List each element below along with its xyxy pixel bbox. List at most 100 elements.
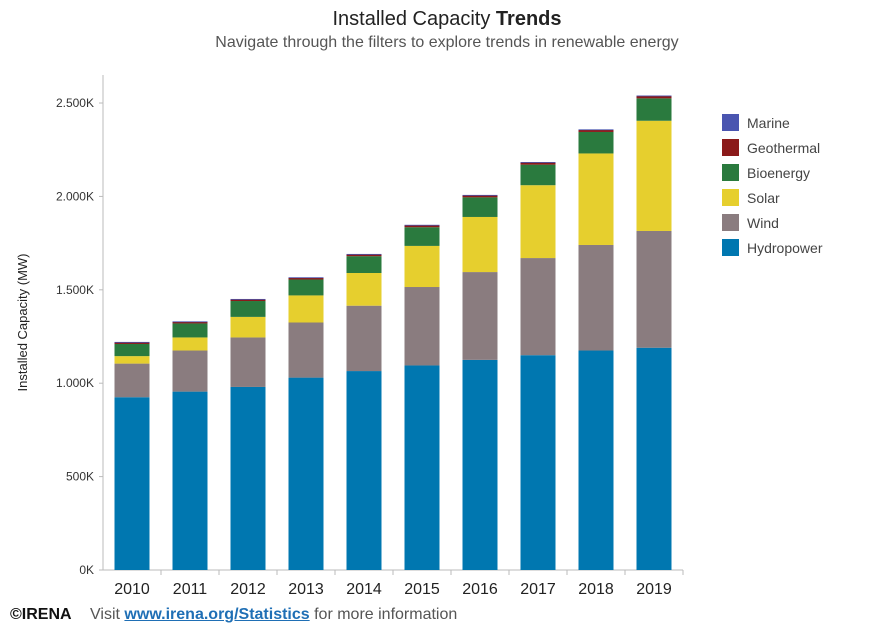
y-axis-label: Installed Capacity (MW) bbox=[15, 254, 30, 392]
bar-hydropower-2013 bbox=[288, 377, 324, 570]
bar-hydropower-2010 bbox=[114, 397, 150, 570]
bar-bioenergy-2018 bbox=[578, 131, 614, 154]
bar-hydropower-2014 bbox=[346, 371, 382, 570]
bar-geothermal-2014 bbox=[346, 254, 382, 257]
y-tick-label: 2.500K bbox=[56, 96, 94, 110]
bar-hydropower-2016 bbox=[462, 359, 498, 570]
bar-geothermal-2012 bbox=[230, 299, 266, 302]
footer-tail: for more information bbox=[314, 606, 458, 623]
title-main: Installed Capacity bbox=[332, 8, 496, 30]
bar-hydropower-2011 bbox=[172, 391, 208, 570]
bar-geothermal-2010 bbox=[114, 342, 150, 344]
bar-wind-2019 bbox=[636, 230, 672, 348]
bar-hydropower-2019 bbox=[636, 347, 672, 570]
legend-item-geothermal[interactable]: Geothermal bbox=[722, 135, 822, 160]
bar-bioenergy-2012 bbox=[230, 301, 266, 317]
bar-bioenergy-2017 bbox=[520, 164, 556, 186]
bar-bioenergy-2019 bbox=[636, 98, 672, 121]
y-tick-label: 1.000K bbox=[56, 376, 94, 390]
bar-geothermal-2015 bbox=[404, 224, 440, 228]
stacked-bar-chart: 0K 500K 1.000K 1.500K 2.000K 2.500K Installed … bbox=[15, 75, 684, 598]
bar-wind-2015 bbox=[404, 287, 440, 366]
x-tick-label: 2017 bbox=[520, 581, 556, 598]
bar-solar-2015 bbox=[404, 245, 440, 288]
bar-wind-2016 bbox=[462, 272, 498, 360]
chart-subtitle: Navigate through the filters to explore … bbox=[215, 34, 679, 51]
bar-marine-2011 bbox=[172, 321, 208, 323]
bar-wind-2013 bbox=[288, 322, 324, 378]
chart-title: Installed Capacity Trends bbox=[0, 8, 894, 31]
legend-label: Geothermal bbox=[747, 139, 821, 156]
bar-wind-2010 bbox=[114, 363, 150, 398]
y-tick-label: 2.000K bbox=[56, 189, 94, 203]
bar-marine-2017 bbox=[520, 162, 556, 163]
legend-label: Solar bbox=[747, 189, 780, 206]
bar-bioenergy-2013 bbox=[288, 279, 324, 296]
footer-visit: Visit bbox=[90, 606, 125, 623]
bar-hydropower-2012 bbox=[230, 386, 266, 570]
legend-item-solar[interactable]: Solar bbox=[722, 185, 822, 210]
bar-solar-2012 bbox=[230, 316, 266, 338]
bar-geothermal-2017 bbox=[520, 162, 556, 165]
legend-label: Wind bbox=[747, 214, 779, 231]
legend-label: Bioenergy bbox=[747, 164, 811, 181]
x-tick-label: 2012 bbox=[230, 581, 266, 598]
legend-label: Marine bbox=[747, 114, 790, 131]
bar-bioenergy-2010 bbox=[114, 343, 150, 357]
x-tick-label: 2011 bbox=[173, 581, 208, 598]
bar-marine-2019 bbox=[636, 95, 672, 97]
bar-solar-2014 bbox=[346, 273, 382, 306]
bar-geothermal-2011 bbox=[172, 321, 208, 324]
bar-marine-2018 bbox=[578, 129, 614, 131]
bar-marine-2010 bbox=[114, 341, 150, 343]
bar-geothermal-2013 bbox=[288, 277, 324, 280]
legend-label: Hydropower bbox=[747, 239, 823, 256]
legend-item-marine[interactable]: Marine bbox=[722, 110, 822, 135]
legend-swatch bbox=[722, 139, 739, 156]
legend-swatch bbox=[722, 214, 739, 231]
x-tick-label: 2014 bbox=[346, 581, 382, 598]
bar-wind-2017 bbox=[520, 258, 556, 356]
bar-geothermal-2019 bbox=[636, 95, 672, 99]
footer: ©IRENA Visit www.irena.org/Statistics fo… bbox=[10, 606, 457, 624]
title-bold: Trends bbox=[495, 8, 562, 30]
bar-bioenergy-2015 bbox=[404, 227, 440, 246]
bar-bioenergy-2016 bbox=[462, 197, 498, 217]
legend-item-bioenergy[interactable]: Bioenergy bbox=[722, 160, 822, 185]
legend: Marine Geothermal Bioenergy Solar Wind Hydrop… bbox=[722, 110, 822, 260]
bar-bioenergy-2014 bbox=[346, 256, 382, 273]
bar-wind-2011 bbox=[172, 350, 208, 392]
bar-bioenergy-2011 bbox=[172, 323, 208, 338]
irena-brand: ©IRENA bbox=[10, 606, 72, 623]
bar-hydropower-2017 bbox=[520, 355, 556, 570]
x-tick-label: 2015 bbox=[404, 581, 440, 598]
x-tick-label: 2016 bbox=[462, 581, 498, 598]
legend-swatch bbox=[722, 189, 739, 206]
bar-wind-2012 bbox=[230, 337, 266, 387]
bar-wind-2014 bbox=[346, 305, 382, 372]
x-tick-label: 2019 bbox=[636, 581, 672, 598]
bar-solar-2019 bbox=[636, 120, 672, 231]
bar-solar-2017 bbox=[520, 185, 556, 259]
bar-marine-2012 bbox=[230, 298, 266, 300]
y-tick-label: 0K bbox=[79, 563, 94, 577]
bar-geothermal-2018 bbox=[578, 129, 614, 132]
bar-wind-2018 bbox=[578, 244, 614, 351]
bar-solar-2016 bbox=[462, 216, 498, 273]
bar-geothermal-2016 bbox=[462, 195, 498, 198]
bar-marine-2013 bbox=[288, 277, 324, 279]
y-tick-label: 500K bbox=[66, 470, 94, 484]
legend-item-hydropower[interactable]: Hydropower bbox=[722, 235, 822, 260]
x-tick-label: 2013 bbox=[288, 581, 324, 598]
legend-item-wind[interactable]: Wind bbox=[722, 210, 822, 235]
bar-hydropower-2018 bbox=[578, 350, 614, 570]
bar-solar-2013 bbox=[288, 295, 324, 323]
x-tick-label: 2010 bbox=[114, 581, 150, 598]
statistics-link[interactable]: www.irena.org/Statistics bbox=[124, 606, 310, 623]
legend-swatch bbox=[722, 164, 739, 181]
bar-marine-2014 bbox=[346, 253, 382, 255]
bar-marine-2015 bbox=[404, 224, 440, 226]
bar-solar-2010 bbox=[114, 356, 150, 364]
bar-solar-2011 bbox=[172, 337, 208, 351]
legend-swatch bbox=[722, 114, 739, 131]
